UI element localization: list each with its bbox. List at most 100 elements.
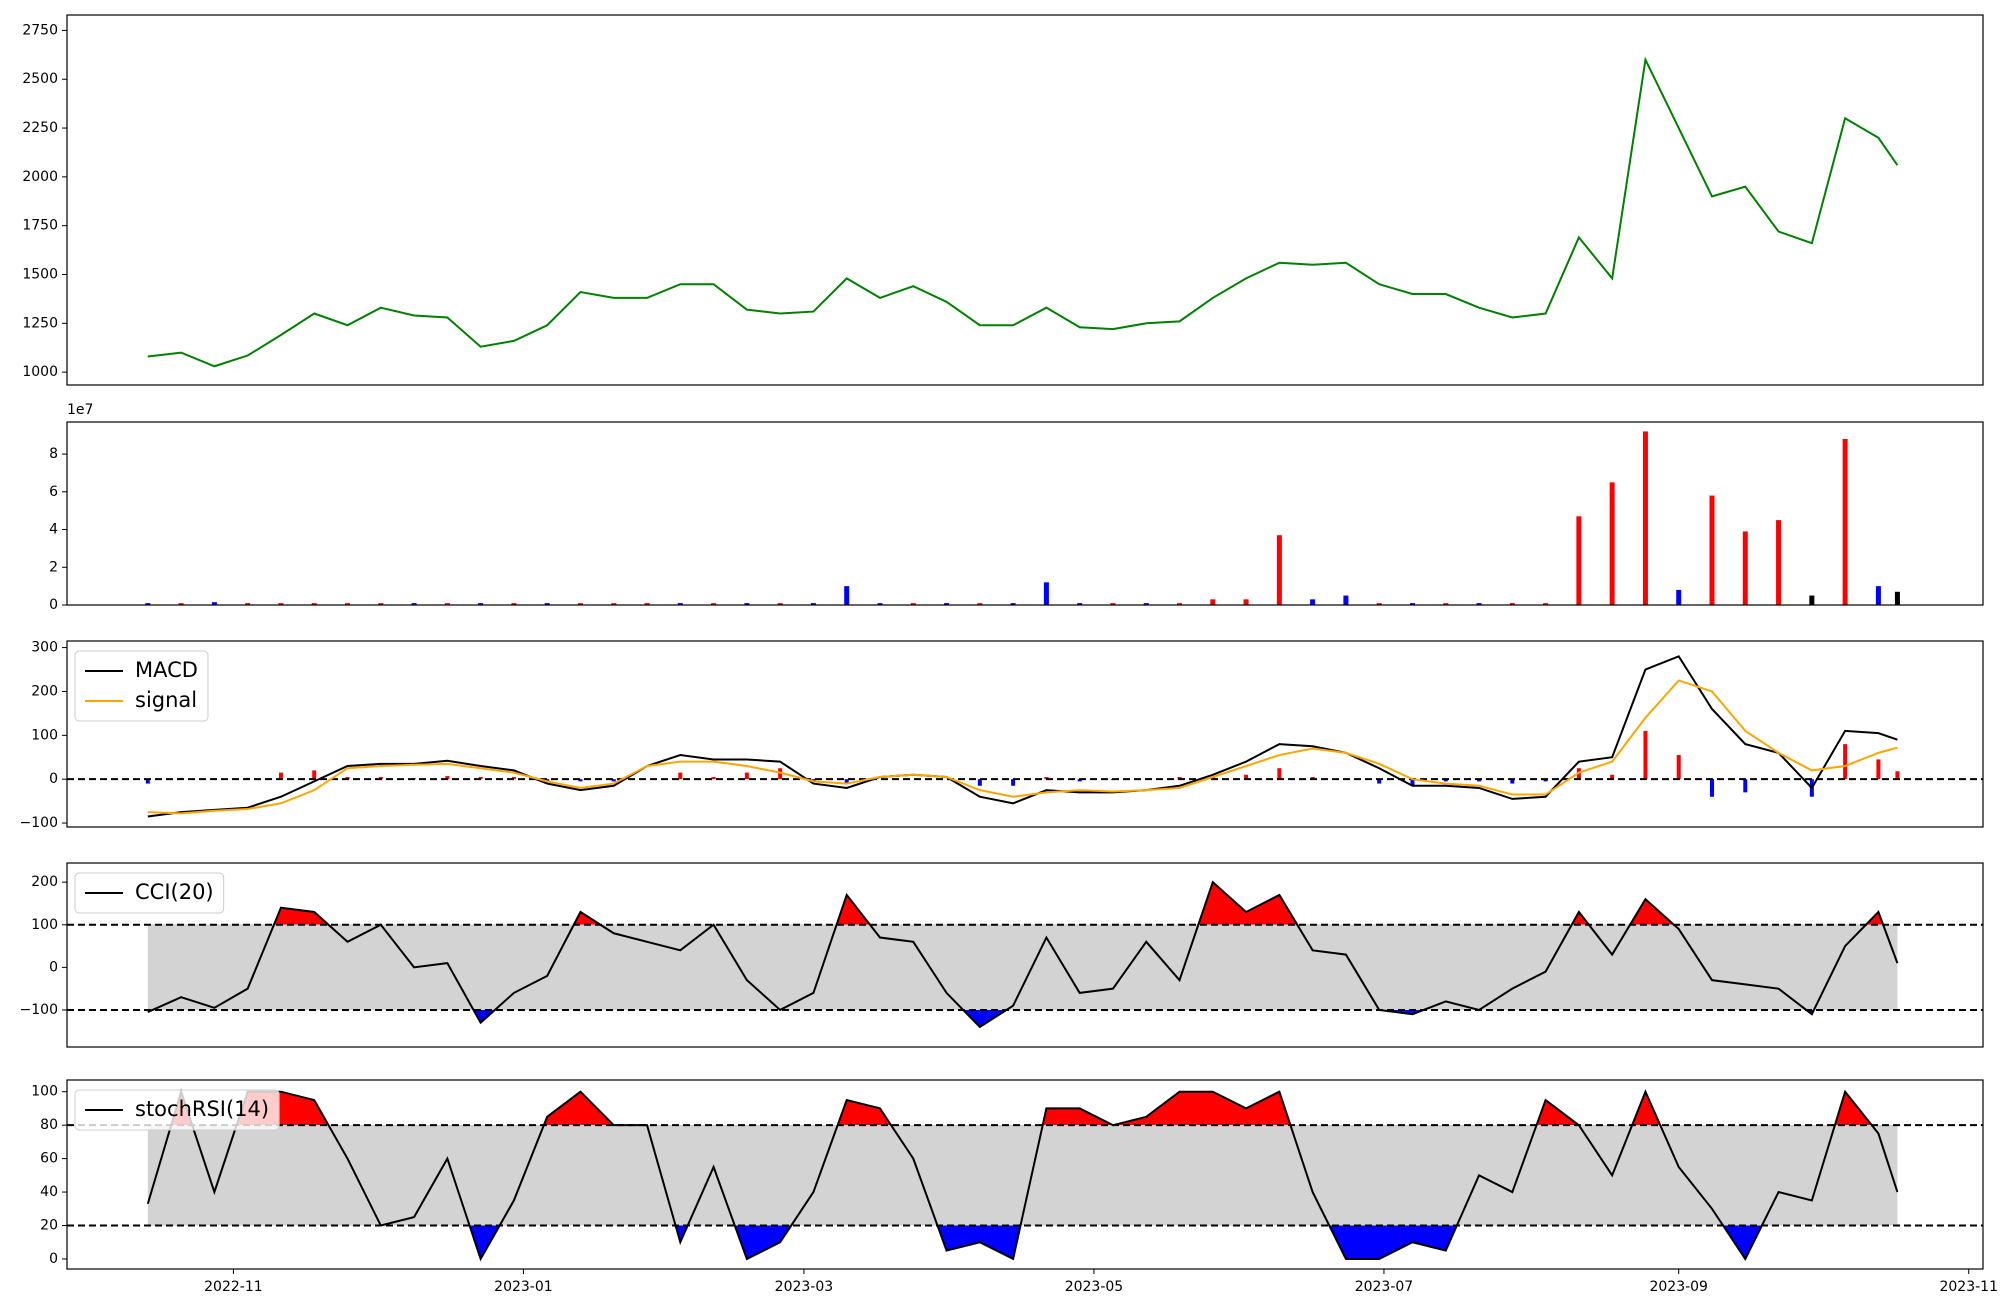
y-tick-label: −100: [20, 815, 58, 831]
y-tick-label: 0: [49, 771, 58, 787]
volume-bar: [1077, 603, 1083, 605]
volume-bar: [311, 603, 317, 605]
y-tick-label: 1750: [22, 218, 58, 234]
volume-bar: [178, 603, 184, 605]
axes-frame: [66, 862, 1984, 1048]
histogram-bar: [1210, 776, 1215, 780]
legend: stochRSI(14): [74, 1089, 280, 1131]
volume-bar: [1110, 603, 1116, 605]
volume-bar: [1409, 603, 1415, 605]
axes-frame: [66, 421, 1984, 606]
y-tick-label: 2750: [22, 22, 58, 38]
y-tick-label: 0: [49, 959, 58, 975]
legend-box: [74, 872, 225, 914]
offset-text: 1e7: [67, 402, 93, 418]
y-tick-label: 100: [31, 727, 58, 743]
histogram-bar: [1477, 779, 1482, 782]
volume-bar: [511, 603, 517, 605]
volume-bar: [145, 603, 151, 605]
histogram-bar: [445, 776, 450, 780]
volume-bar: [711, 603, 717, 605]
histogram-bar: [1277, 768, 1282, 780]
histogram-bar: [1044, 776, 1049, 780]
panel: 0 20 40 60 80 100 stochRSI(14) 2022-11 2023-01 20…: [31, 1079, 1998, 1295]
volume-bar: [211, 602, 217, 605]
y-tick-label: 300: [31, 640, 58, 656]
x-tick-label: 2023-03: [775, 1279, 834, 1295]
axes-frame: [66, 14, 1984, 386]
series-line: [147, 880, 1899, 1029]
volume-bar: [345, 603, 351, 605]
histogram-bar: [1410, 779, 1415, 786]
volume-bar: [1376, 603, 1382, 605]
histogram-bar: [511, 776, 516, 780]
neutral-band: [147, 1125, 1898, 1226]
volume-bar: [910, 603, 916, 605]
histogram-bar: [545, 779, 550, 782]
y-tick-label: 200: [31, 683, 58, 699]
histogram-bar: [1643, 730, 1648, 780]
x-tick-label: 2023-01: [494, 1279, 553, 1295]
volume-bar: [677, 603, 683, 605]
panel: 1000 1250 1500 1750 2000 2250 2500 2750: [22, 14, 1984, 386]
series-line: [147, 56, 1899, 368]
oversold-fill: [147, 1009, 1814, 1027]
y-tick-label: 100: [31, 917, 58, 933]
volume-bar: [444, 603, 450, 605]
volume-bar: [1742, 531, 1748, 605]
volume-bar: [1143, 603, 1149, 605]
legend-label: stochRSI(14): [135, 1097, 269, 1121]
volume-bar: [1043, 582, 1049, 605]
y-tick-label: 2: [49, 559, 58, 575]
volume-bar: [245, 603, 251, 605]
histogram-bar: [1610, 774, 1615, 780]
histogram-bar: [611, 779, 616, 782]
x-tick-label: 2022-11: [204, 1279, 263, 1295]
histogram-bar: [1543, 779, 1548, 782]
volume-bar: [744, 603, 750, 605]
histogram-bar: [1710, 779, 1715, 797]
histogram-bar: [1177, 776, 1182, 780]
x-tick-label: 2023-05: [1065, 1279, 1124, 1295]
y-tick-label: 2500: [22, 71, 58, 87]
histogram-bar: [744, 772, 749, 780]
histogram-bar: [1011, 779, 1016, 786]
volume-bar: [1809, 595, 1815, 605]
volume-bar: [1276, 535, 1282, 605]
y-tick-label: 6: [49, 484, 58, 500]
neutral-band: [147, 924, 1898, 1010]
volume-bar: [1243, 599, 1249, 605]
y-tick-label: 100: [31, 1084, 58, 1100]
y-tick-label: 0: [49, 597, 58, 613]
volume-bar: [1875, 586, 1881, 605]
volume-bar: [577, 603, 583, 605]
y-tick-label: 1000: [22, 364, 58, 380]
histogram-bar: [977, 779, 982, 786]
y-tick-label: 20: [40, 1218, 58, 1234]
histogram-bar: [145, 779, 150, 784]
histogram-bar: [711, 776, 716, 780]
legend-box: [74, 1089, 280, 1131]
volume-bar: [378, 603, 384, 605]
series-line: [146, 1088, 1899, 1262]
y-tick-label: −100: [20, 1002, 58, 1018]
histogram-bar: [345, 776, 350, 780]
volume-bar: [1343, 595, 1349, 605]
volume-bar: [1609, 482, 1615, 605]
series-line: [147, 679, 1898, 815]
y-tick-label: 60: [40, 1151, 58, 1167]
panel: −100 0 100 200 CCI(20): [20, 862, 1984, 1048]
volume-bar: [544, 603, 550, 605]
volume-bar: [1842, 438, 1848, 605]
histogram-bar: [678, 772, 683, 780]
y-tick-label: 1500: [22, 266, 58, 282]
volume-bar: [611, 603, 617, 605]
histogram-bar: [811, 779, 816, 782]
volume-bar: [1576, 516, 1582, 605]
y-tick-label: 80: [40, 1117, 58, 1133]
panel: 0 2 4 6 8 1e7: [49, 402, 1984, 613]
volume-bar: [1509, 603, 1515, 605]
volume-bar: [1443, 603, 1449, 605]
x-tick-label: 2023-09: [1649, 1279, 1708, 1295]
x-tick-label: 2023-11: [1939, 1279, 1998, 1295]
